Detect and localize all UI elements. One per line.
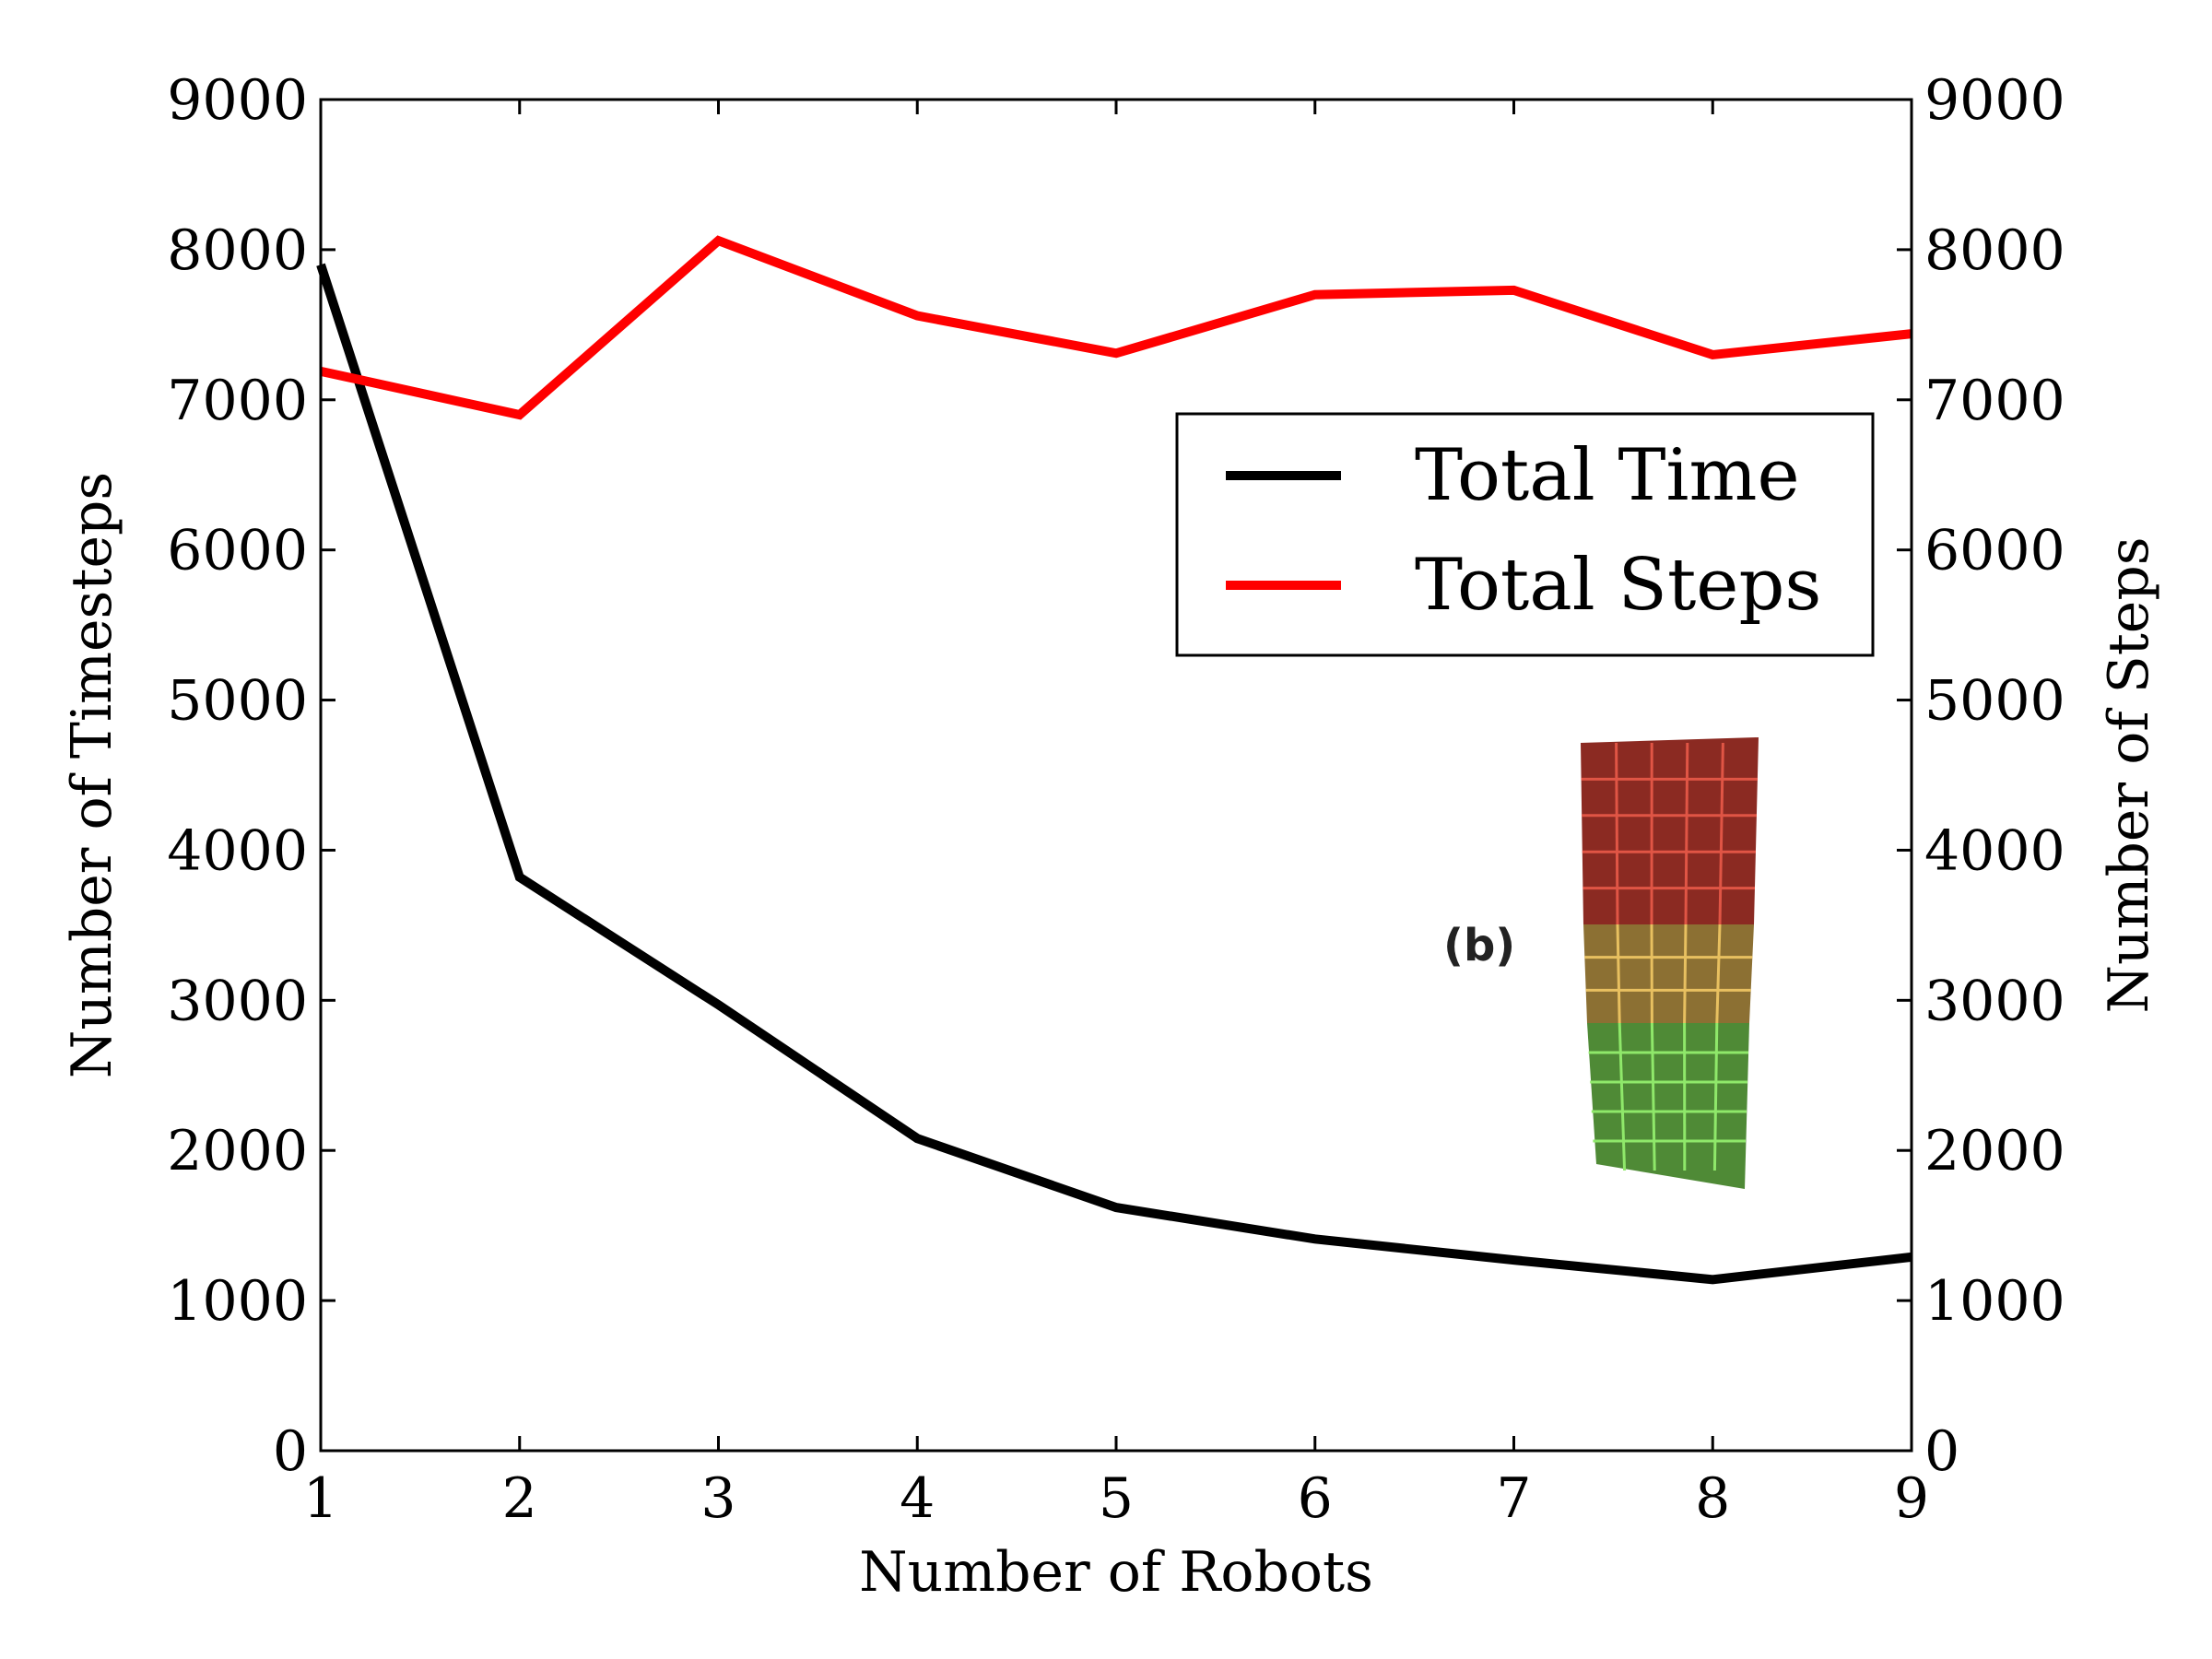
inset-label: (b) — [1443, 920, 1515, 971]
right-y-tick-label: 4000 — [1924, 818, 2065, 883]
inset-grid-line — [1718, 742, 1724, 925]
x-axis: 1 2 3 4 5 6 7 8 9 — [303, 100, 1929, 1531]
right-y-tick-label: 7000 — [1924, 369, 2065, 433]
x-tick-label: 5 — [1099, 1466, 1134, 1531]
right-y-tick-label: 0 — [1924, 1419, 1959, 1484]
x-tick-label: 1 — [303, 1466, 338, 1531]
data-point-total-time — [1509, 1254, 1520, 1265]
x-tick-label: 8 — [1695, 1466, 1730, 1531]
inset-grid-line — [1684, 742, 1689, 925]
left-y-tick-label: 1000 — [167, 1269, 308, 1334]
x-tick-label: 9 — [1894, 1466, 1929, 1531]
left-y-axis: 0 1000 2000 3000 4000 5000 6000 7000 8000 9000 — [167, 68, 335, 1484]
right-y-tick-label: 1000 — [1924, 1269, 2065, 1334]
data-point-total-time — [1310, 1233, 1321, 1244]
right-y-tick-label: 9000 — [1924, 68, 2065, 133]
data-point-total-steps — [1310, 289, 1321, 300]
legend-label-total-time: Total Time — [1415, 434, 1800, 517]
data-point-total-steps — [1111, 347, 1122, 359]
left-y-axis-title: Number of Timesteps — [60, 472, 124, 1078]
inset-grid-line — [1683, 924, 1688, 1024]
x-tick-label: 2 — [502, 1466, 537, 1531]
legend-label-total-steps: Total Steps — [1415, 544, 1821, 627]
right-y-tick-label: 5000 — [1924, 669, 2065, 734]
data-point-total-time — [514, 872, 525, 883]
left-y-tick-label: 8000 — [167, 218, 308, 283]
inset-block-top-layer — [1581, 737, 1759, 924]
right-y-tick-label: 2000 — [1924, 1119, 2065, 1183]
left-y-tick-label: 9000 — [167, 68, 308, 133]
right-y-tick-label: 8000 — [1924, 218, 2065, 283]
inset-block-middle-layer — [1583, 924, 1754, 1023]
data-point-total-steps — [713, 235, 724, 246]
inset-grid-line — [1650, 1022, 1656, 1171]
x-axis-title: Number of Robots — [859, 1540, 1373, 1605]
data-point-total-steps — [514, 409, 525, 420]
inset-grid-line — [1616, 924, 1621, 1024]
left-y-tick-label: 4000 — [167, 818, 308, 883]
x-tick-label: 7 — [1496, 1466, 1531, 1531]
series-line-total-steps — [319, 235, 1912, 420]
x-tick-label: 4 — [900, 1466, 935, 1531]
left-y-tick-label: 0 — [273, 1419, 308, 1484]
right-y-axis-title: Number of Steps — [2097, 536, 2161, 1013]
left-y-tick-label: 6000 — [167, 519, 308, 583]
series-layer — [316, 235, 1912, 1285]
inset-grid-line — [1715, 924, 1722, 1024]
data-point-total-time — [1111, 1202, 1122, 1213]
series-line-total-time — [316, 263, 1912, 1285]
data-point-total-time — [713, 999, 724, 1010]
data-point-total-time — [1707, 1274, 1718, 1285]
left-y-tick-label: 7000 — [167, 369, 308, 433]
inset-grid-line — [1618, 1022, 1627, 1171]
inset-grid-line — [1712, 1022, 1719, 1171]
x-tick-label: 3 — [700, 1466, 735, 1531]
inset-grid-line — [1615, 742, 1619, 925]
inset-block-image: (b) — [1443, 737, 1759, 1189]
data-point-total-time — [912, 1133, 923, 1144]
legend-box — [1175, 412, 1875, 657]
left-y-tick-label: 3000 — [167, 969, 308, 1033]
legend: Total Time Total Steps — [1175, 412, 1875, 657]
right-y-axis: 0 1000 2000 3000 4000 5000 6000 7000 8000 9000 — [1897, 68, 2065, 1484]
left-y-tick-label: 5000 — [167, 669, 308, 734]
data-point-total-steps — [912, 311, 923, 322]
data-point-total-steps — [1509, 285, 1520, 296]
x-tick-label: 6 — [1298, 1466, 1333, 1531]
inset-block-grid — [1581, 742, 1758, 1171]
inset-block-bottom-layer — [1587, 1023, 1749, 1189]
left-y-tick-label: 2000 — [167, 1119, 308, 1183]
right-y-tick-label: 3000 — [1924, 969, 2065, 1033]
data-point-total-steps — [1707, 349, 1718, 360]
right-y-tick-label: 6000 — [1924, 519, 2065, 583]
